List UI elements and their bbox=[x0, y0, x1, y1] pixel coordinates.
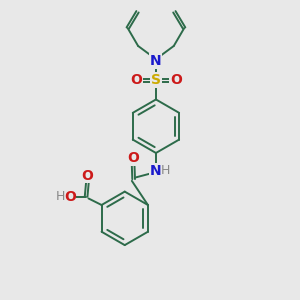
Text: O: O bbox=[127, 151, 139, 165]
Text: O: O bbox=[170, 73, 182, 87]
Text: O: O bbox=[130, 73, 142, 87]
Text: O: O bbox=[82, 169, 94, 183]
Text: O: O bbox=[64, 190, 76, 204]
Text: N: N bbox=[150, 164, 162, 178]
Text: N: N bbox=[150, 54, 162, 68]
Text: H: H bbox=[161, 164, 170, 177]
Text: H: H bbox=[56, 190, 65, 202]
Text: S: S bbox=[151, 73, 161, 87]
